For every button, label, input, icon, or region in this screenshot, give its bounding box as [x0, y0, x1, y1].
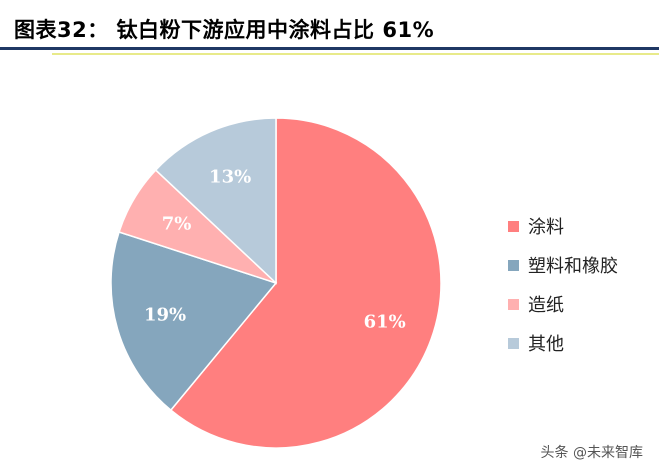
legend-item: 塑料和橡胶 [508, 252, 618, 278]
chart-title: 图表32： 钛白粉下游应用中涂料占比 61% [14, 18, 435, 42]
pie-slice [154, 117, 277, 285]
legend-label: 涂料 [528, 217, 564, 238]
title-bar: 图表32： 钛白粉下游应用中涂料占比 61% [0, 0, 659, 56]
pie-slice [169, 117, 442, 449]
title-underline [0, 47, 659, 50]
legend-item: 其他 [508, 330, 618, 356]
legend-swatch [508, 298, 519, 310]
legend-item: 涂料 [508, 213, 618, 239]
data-label: 13% [209, 166, 251, 187]
legend: 涂料塑料和橡胶造纸其他 [508, 213, 618, 369]
watermark: 头条 @未来智库 [540, 445, 643, 461]
data-label: 19% [144, 305, 186, 326]
legend-swatch [508, 220, 519, 232]
title-accent-line [52, 53, 659, 55]
legend-swatch [508, 259, 519, 271]
data-label: 7% [162, 214, 192, 235]
legend-item: 造纸 [508, 291, 618, 317]
pie-slice [110, 231, 278, 412]
legend-swatch [508, 337, 519, 349]
data-label: 61% [364, 312, 406, 333]
legend-label: 其他 [528, 334, 564, 355]
legend-label: 造纸 [528, 295, 564, 316]
legend-label: 塑料和橡胶 [528, 256, 618, 277]
